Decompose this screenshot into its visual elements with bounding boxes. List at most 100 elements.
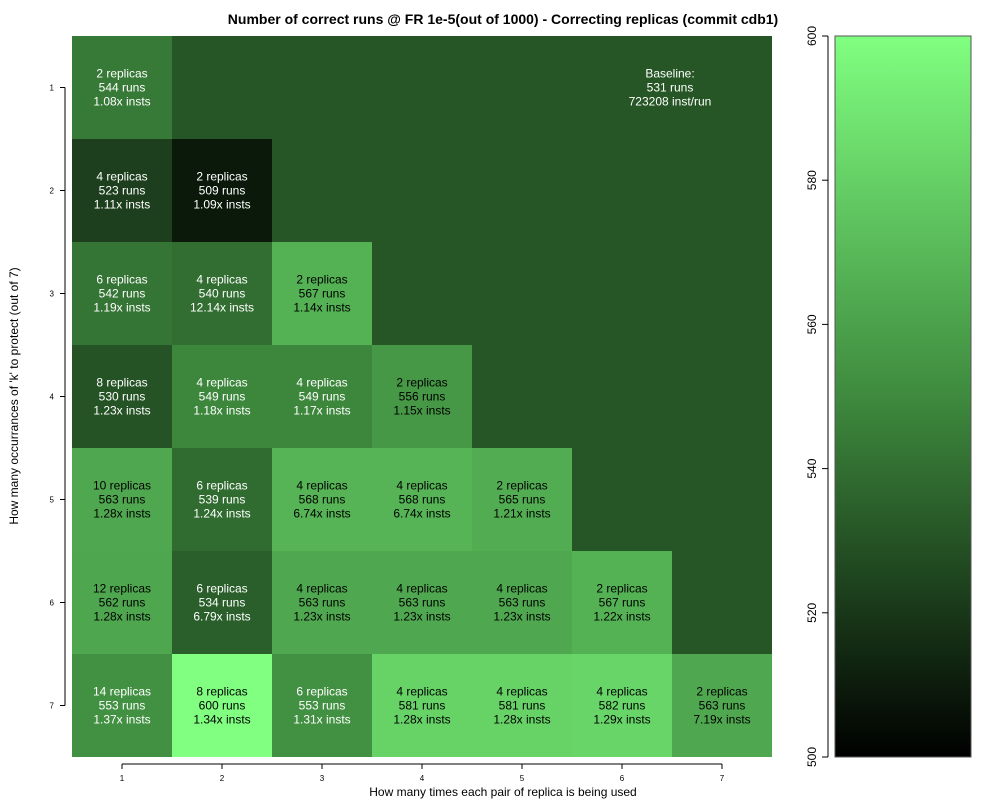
- cell-label-runs: 523 runs: [99, 184, 146, 198]
- y-tick-label: 6: [50, 599, 55, 608]
- cell-label-insts: 1.08x insts: [93, 95, 150, 109]
- heatmap-cell-rect: [72, 551, 172, 654]
- y-tick-label: 2: [50, 187, 55, 196]
- cell-label-insts: 1.23x insts: [393, 610, 450, 624]
- heatmap-cell-rect: [72, 242, 172, 345]
- cell-label-insts: 1.24x insts: [193, 507, 250, 521]
- heatmap-cell-rect: [472, 654, 572, 757]
- x-tick-label: 2: [220, 774, 225, 783]
- cell-label-runs: 563 runs: [99, 493, 146, 507]
- colorbar-tick-label: 580: [805, 170, 819, 190]
- cell-label-replicas: 4 replicas: [596, 685, 647, 699]
- cell-label-replicas: 4 replicas: [196, 376, 247, 390]
- cell-label-insts: 1.28x insts: [93, 507, 150, 521]
- cell-label-runs: 563 runs: [499, 596, 546, 610]
- heatmap-cell-rect: [72, 448, 172, 551]
- colorbar-tick-label: 560: [805, 314, 819, 334]
- colorbar-tick-label: 540: [805, 458, 819, 478]
- cell-label-runs: 581 runs: [499, 699, 546, 713]
- cell-label-replicas: 2 replicas: [496, 479, 547, 493]
- cell-label-runs: 563 runs: [699, 699, 746, 713]
- y-tick-label: 5: [50, 496, 55, 505]
- heatmap-cell-rect: [472, 448, 572, 551]
- cell-label-runs: 563 runs: [399, 596, 446, 610]
- cell-label-replicas: 14 replicas: [93, 685, 151, 699]
- colorbar: 500 520 540 560 580 600: [805, 26, 972, 767]
- x-tick-label: 7: [720, 774, 725, 783]
- cell-label-runs: 568 runs: [399, 493, 446, 507]
- cell-label-insts: 1.17x insts: [293, 404, 350, 418]
- cell-label-runs: 534 runs: [199, 596, 246, 610]
- cell-label-runs: 556 runs: [399, 390, 446, 404]
- cell-label-insts: 12.14x insts: [190, 301, 254, 315]
- heatmap-cell-rect: [172, 345, 272, 448]
- cell-label-replicas: 2 replicas: [396, 376, 447, 390]
- heatmap-cell-rect: [172, 551, 272, 654]
- heatmap-cell-rect: [172, 654, 272, 757]
- heatmap-cell-rect: [672, 654, 772, 757]
- heatmap-cell-rect: [372, 345, 472, 448]
- cell-label-insts: 7.19x insts: [693, 713, 750, 727]
- cell-label-replicas: 10 replicas: [93, 479, 151, 493]
- x-tick-label: 4: [420, 774, 425, 783]
- y-tick-label: 3: [50, 290, 55, 299]
- cell-label-replicas: 4 replicas: [396, 685, 447, 699]
- cell-label-insts: 1.22x insts: [593, 610, 650, 624]
- cell-label-replicas: 4 replicas: [96, 170, 147, 184]
- cell-label-runs: 544 runs: [99, 81, 146, 95]
- cell-label-replicas: 6 replicas: [96, 273, 147, 287]
- colorbar-tick-label: 500: [805, 747, 819, 767]
- cell-label-replicas: 4 replicas: [296, 479, 347, 493]
- heatmap-cell-rect: [372, 654, 472, 757]
- heatmap-cell-rect: [72, 139, 172, 242]
- cell-label-insts: 1.28x insts: [393, 713, 450, 727]
- cell-label-replicas: 6 replicas: [196, 479, 247, 493]
- cell-label-runs: 553 runs: [299, 699, 346, 713]
- cell-label-runs: 600 runs: [199, 699, 246, 713]
- colorbar-gradient: [834, 35, 972, 758]
- cell-label-replicas: 6 replicas: [196, 582, 247, 596]
- cell-label-insts: 6.79x insts: [193, 610, 250, 624]
- heatmap-cell-rect: [172, 448, 272, 551]
- cell-label-runs: 549 runs: [199, 390, 246, 404]
- heatmap-cell-rect: [72, 36, 172, 139]
- cell-label-insts: 1.11x insts: [94, 198, 150, 212]
- cell-label-replicas: 4 replicas: [196, 273, 247, 287]
- cell-label-insts: 1.29x insts: [593, 713, 650, 727]
- cell-label-insts: 1.19x insts: [93, 301, 150, 315]
- cell-label-replicas: 4 replicas: [296, 582, 347, 596]
- heatmap-cell-rect: [272, 345, 372, 448]
- cell-label-replicas: 2 replicas: [296, 273, 347, 287]
- baseline-line3: 723208 inst/run: [629, 95, 712, 109]
- cell-label-runs: 568 runs: [299, 493, 346, 507]
- x-tick-label: 1: [120, 774, 125, 783]
- cell-label-insts: 1.09x insts: [193, 198, 250, 212]
- cell-label-insts: 1.23x insts: [493, 610, 550, 624]
- x-axis-label: How many times each pair of replica is b…: [369, 785, 636, 799]
- cell-label-runs: 509 runs: [199, 184, 246, 198]
- cell-label-runs: 540 runs: [199, 287, 246, 301]
- heatmap-cell-rect: [272, 654, 372, 757]
- cell-label-runs: 553 runs: [99, 699, 146, 713]
- cell-label-runs: 549 runs: [299, 390, 346, 404]
- x-axis: 1 2 3 4 5 6 7: [120, 763, 725, 783]
- cell-label-runs: 530 runs: [99, 390, 146, 404]
- cell-label-replicas: 4 replicas: [496, 582, 547, 596]
